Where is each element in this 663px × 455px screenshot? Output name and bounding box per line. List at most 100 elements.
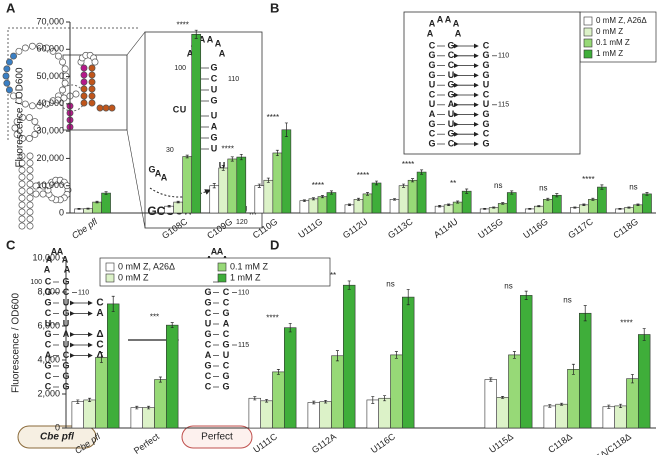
significance: ns bbox=[494, 181, 502, 190]
error-bar bbox=[77, 208, 81, 210]
error-bar bbox=[546, 197, 550, 201]
error-bar bbox=[221, 165, 225, 171]
nucleotide-circle bbox=[26, 152, 34, 160]
nucleotide: C bbox=[223, 297, 230, 307]
significance: ns bbox=[563, 296, 571, 305]
nucleotide-circle bbox=[80, 92, 88, 100]
bar bbox=[71, 401, 85, 429]
error-bar bbox=[95, 200, 99, 204]
error-bar bbox=[253, 396, 257, 401]
nucleotide-circle bbox=[21, 44, 29, 52]
error-bar bbox=[573, 206, 577, 209]
y-tick-label: 30,000 bbox=[36, 126, 64, 136]
bar bbox=[407, 179, 418, 214]
error-bar bbox=[347, 203, 351, 206]
nucleotide-circle bbox=[5, 86, 13, 94]
error-bar bbox=[583, 305, 587, 322]
nucleotide: G bbox=[222, 308, 229, 318]
nucleotide-circle bbox=[15, 47, 23, 55]
nucleotide-circle bbox=[13, 118, 21, 125]
bar bbox=[614, 405, 627, 429]
legend-swatch bbox=[217, 262, 227, 272]
bar bbox=[182, 156, 193, 214]
legend-label: 0.1 mM Z bbox=[596, 38, 630, 47]
nucleotide: U bbox=[448, 119, 455, 129]
nucleotide: C bbox=[45, 371, 52, 381]
name-box bbox=[17, 425, 97, 449]
x-tick-label: G117C bbox=[566, 216, 595, 240]
nucleotide: C bbox=[45, 339, 52, 349]
legend-swatch bbox=[583, 38, 593, 48]
significance: **** bbox=[176, 20, 188, 29]
error-bar bbox=[335, 350, 339, 362]
legend-swatch bbox=[583, 49, 593, 59]
nucleotide: G bbox=[44, 360, 51, 370]
nucleotide: C bbox=[205, 339, 212, 349]
nucleotide: C bbox=[96, 298, 103, 309]
legend-label: 0 mM Z, A26Δ bbox=[596, 16, 647, 25]
nucleotide: G bbox=[204, 360, 211, 370]
nucleotide: G bbox=[204, 329, 211, 339]
legend-swatch bbox=[105, 273, 115, 283]
bar bbox=[508, 354, 521, 429]
legend-swatch bbox=[583, 16, 593, 26]
nucleotide: A bbox=[62, 254, 69, 264]
position-number: 115 bbox=[238, 342, 249, 349]
nucleotide: U bbox=[223, 350, 230, 360]
nucleotide: G bbox=[148, 164, 155, 174]
nucleotide: A bbox=[51, 246, 58, 256]
nucleotide: A bbox=[207, 34, 214, 44]
nucleotide-circle bbox=[19, 114, 27, 121]
x-tick-label: G108C bbox=[160, 216, 190, 241]
bar bbox=[443, 204, 454, 214]
y-tick-label: 0 bbox=[55, 422, 60, 432]
nucleotide-circle bbox=[80, 85, 88, 93]
nucleotide-circle bbox=[60, 94, 68, 102]
nucleotide-circle bbox=[31, 118, 39, 125]
error-bar bbox=[510, 190, 514, 195]
nucleotide-circle bbox=[19, 135, 27, 142]
nucleotide: C bbox=[429, 40, 436, 50]
nucleotide-circle bbox=[18, 166, 26, 174]
bar bbox=[389, 199, 400, 214]
error-bar bbox=[645, 192, 649, 196]
error-bar bbox=[88, 397, 92, 402]
error-bar bbox=[176, 200, 180, 204]
error-bar bbox=[447, 203, 451, 206]
nucleotide: G bbox=[428, 138, 435, 148]
nucleotide: G bbox=[447, 40, 454, 50]
zoom-box bbox=[144, 31, 263, 229]
nucleotide-circle bbox=[88, 71, 96, 79]
bar bbox=[83, 399, 96, 429]
significance: **** bbox=[267, 113, 279, 122]
error-bar bbox=[394, 351, 398, 359]
error-bar bbox=[99, 352, 103, 363]
nucleotide-circle bbox=[25, 114, 33, 121]
nucleotide: C bbox=[429, 89, 436, 99]
significance: **** bbox=[222, 144, 234, 153]
position-number: 110 bbox=[228, 76, 239, 83]
bar bbox=[378, 397, 391, 429]
nucleotide: G bbox=[428, 60, 435, 70]
nucleotide: A bbox=[44, 264, 51, 274]
x-tick-label: Perfect bbox=[132, 431, 162, 455]
nucleotide: G bbox=[44, 297, 51, 307]
nucleotide: C bbox=[448, 138, 455, 148]
nucleotide-circle bbox=[33, 124, 41, 132]
nucleotide-circle bbox=[2, 72, 10, 80]
error-bar bbox=[185, 154, 189, 159]
nucleotide: C bbox=[483, 129, 490, 139]
nucleotide-circle bbox=[96, 104, 104, 112]
nucleotide: A bbox=[455, 28, 462, 38]
nucleotide-circle bbox=[59, 86, 67, 94]
nucleotide: C bbox=[483, 40, 490, 50]
bar bbox=[371, 182, 382, 214]
nucleotide: A bbox=[187, 48, 194, 58]
nucleotide-circle bbox=[3, 65, 11, 73]
bar bbox=[191, 33, 202, 214]
nucleotide-circle bbox=[18, 194, 26, 202]
error-bar bbox=[170, 322, 174, 329]
bar bbox=[95, 357, 108, 429]
nucleotide-circle bbox=[72, 90, 80, 98]
legend-swatch bbox=[217, 273, 227, 283]
